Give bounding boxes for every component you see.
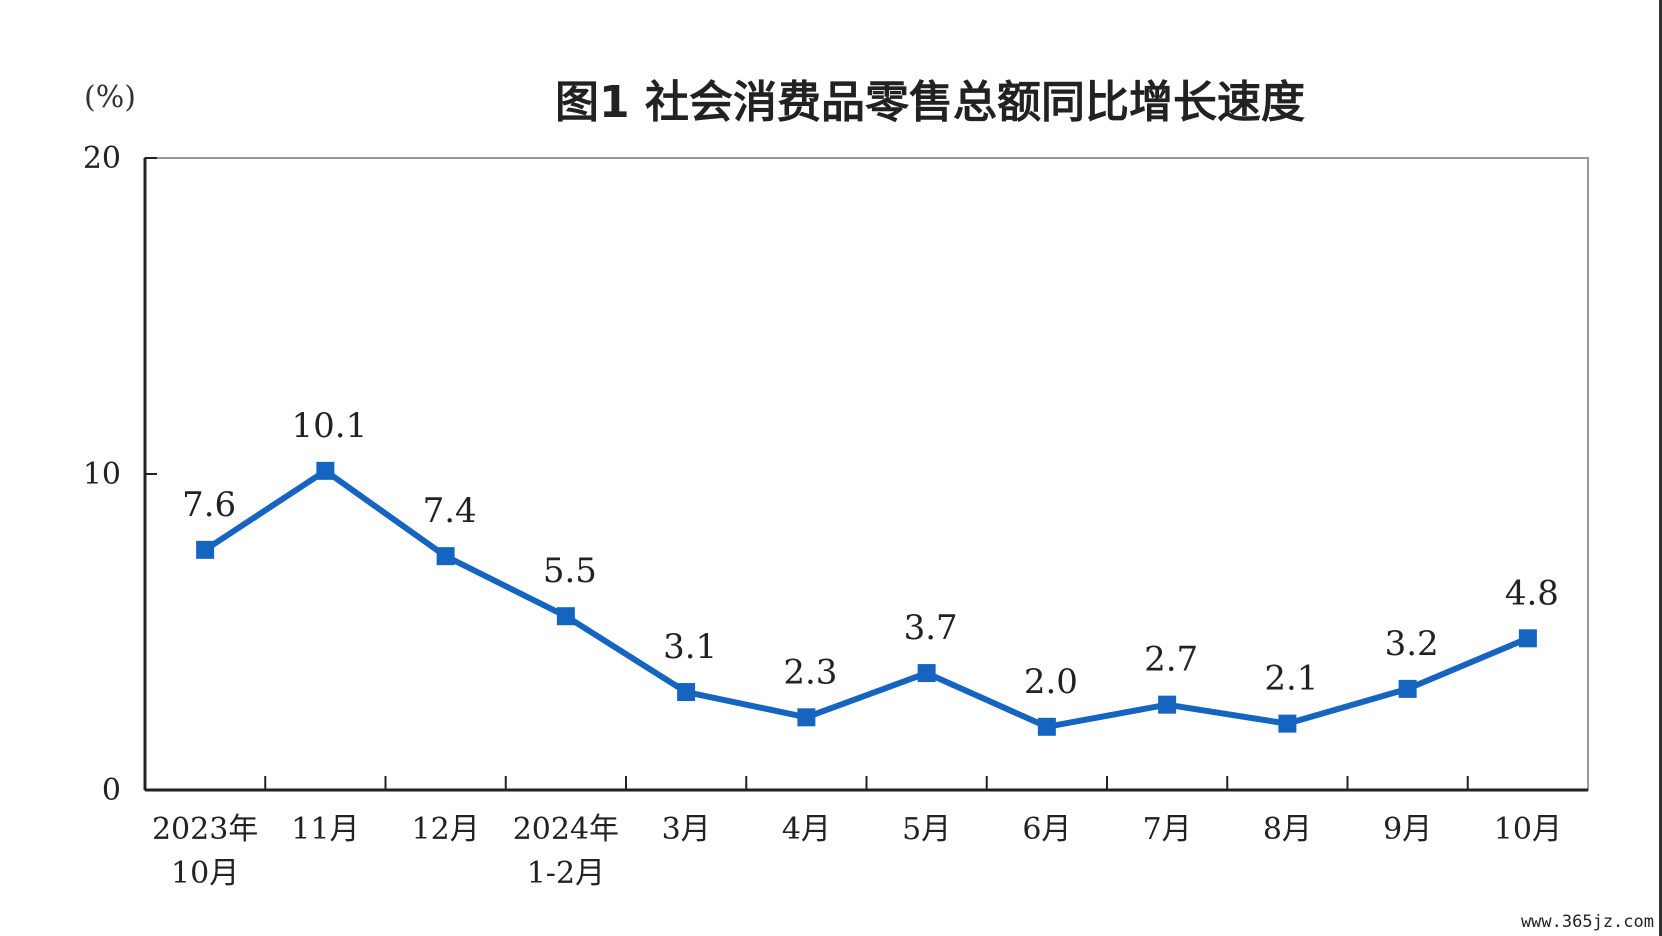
x-tick-label: 9月	[1383, 812, 1432, 847]
data-label: 7.6	[182, 485, 236, 525]
data-point-marker	[1037, 717, 1056, 736]
data-label: 3.1	[663, 627, 717, 667]
x-tick-label: 10月	[1494, 812, 1562, 847]
x-tick-label: 4月	[782, 812, 831, 847]
data-label: 7.4	[423, 491, 477, 531]
data-label: 5.5	[543, 551, 597, 591]
data-label: 4.8	[1505, 573, 1559, 613]
data-point-marker	[196, 540, 215, 559]
data-label: 2.0	[1024, 662, 1078, 702]
data-point-marker	[556, 607, 575, 626]
watermark: www.365jz.com	[1520, 912, 1654, 932]
data-label: 10.1	[292, 406, 368, 446]
chart-title: 图1 社会消费品零售总额同比增长速度	[555, 77, 1305, 128]
x-tick-label: 7月	[1143, 812, 1192, 847]
data-label: 2.7	[1144, 640, 1198, 680]
x-tick-label: 12月	[412, 812, 480, 847]
data-point-marker	[436, 547, 455, 566]
x-tick-label: 10月	[171, 856, 239, 891]
x-tick-label: 2023年	[152, 812, 258, 847]
data-label: 3.2	[1385, 624, 1439, 664]
data-point-marker	[1158, 695, 1177, 714]
data-point-marker	[1278, 714, 1297, 733]
x-tick-label: 3月	[662, 812, 711, 847]
x-tick-label: 2024年	[513, 812, 619, 847]
data-label: 3.7	[904, 608, 958, 648]
y-axis-unit: (%)	[84, 80, 136, 115]
data-point-marker	[917, 664, 936, 683]
series-line	[203, 467, 1530, 730]
page-edge	[1659, 0, 1662, 936]
data-point-marker	[797, 708, 816, 727]
x-tick-label: 5月	[902, 812, 951, 847]
data-point-marker	[1518, 629, 1537, 648]
data-point-marker	[316, 461, 335, 480]
data-label: 2.1	[1264, 659, 1318, 699]
x-tick-label: 11月	[291, 812, 359, 847]
data-label: 2.3	[783, 652, 837, 692]
y-tick-label: 10	[83, 457, 121, 492]
data-point-marker	[1398, 679, 1417, 698]
x-tick-label: 8月	[1263, 812, 1312, 847]
data-point-marker	[677, 683, 696, 702]
x-tick-label: 1-2月	[527, 856, 605, 891]
x-tick-label: 6月	[1022, 812, 1071, 847]
y-tick-label: 20	[83, 141, 121, 176]
y-tick-label: 0	[102, 773, 121, 808]
